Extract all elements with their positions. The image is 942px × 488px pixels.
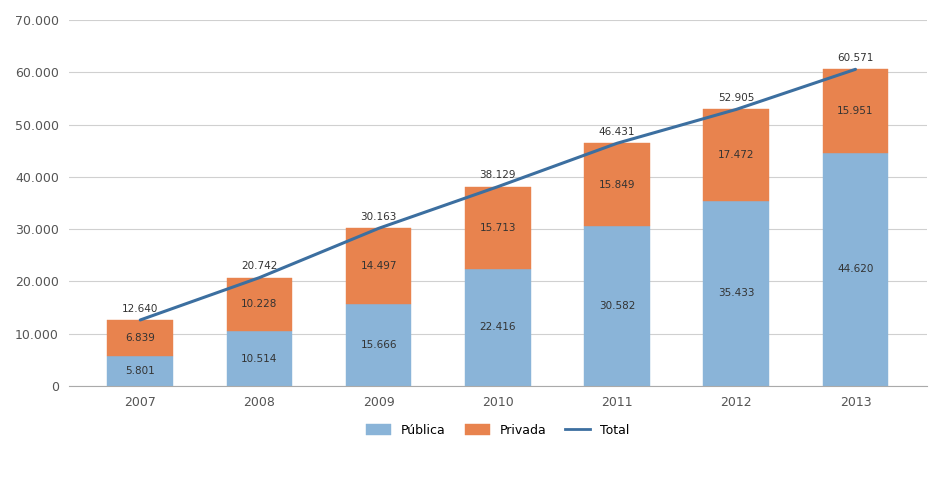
- Text: 10.514: 10.514: [241, 354, 278, 364]
- Bar: [227, 278, 292, 331]
- Bar: [822, 69, 888, 153]
- Text: 20.742: 20.742: [241, 262, 278, 271]
- Text: 44.620: 44.620: [837, 264, 873, 274]
- Bar: [465, 187, 530, 269]
- Legend: Pública, Privada, Total: Pública, Privada, Total: [361, 419, 635, 442]
- Text: 5.801: 5.801: [125, 366, 155, 376]
- Bar: [584, 226, 650, 386]
- Text: 46.431: 46.431: [599, 127, 635, 137]
- Bar: [822, 153, 888, 386]
- Bar: [704, 201, 769, 386]
- Text: 15.713: 15.713: [479, 223, 516, 233]
- Bar: [346, 304, 412, 386]
- Bar: [346, 228, 412, 304]
- Text: 6.839: 6.839: [125, 333, 155, 343]
- Text: 15.951: 15.951: [837, 106, 874, 116]
- Text: 12.640: 12.640: [122, 304, 158, 314]
- Text: 15.849: 15.849: [599, 180, 635, 190]
- Bar: [584, 143, 650, 226]
- Text: 22.416: 22.416: [479, 323, 516, 332]
- Bar: [107, 320, 173, 356]
- Text: 30.582: 30.582: [599, 301, 635, 311]
- Text: 14.497: 14.497: [361, 261, 397, 271]
- Bar: [465, 269, 530, 386]
- Bar: [107, 356, 173, 386]
- Text: 35.433: 35.433: [718, 288, 755, 299]
- Text: 38.129: 38.129: [479, 170, 516, 181]
- Text: 30.163: 30.163: [361, 212, 397, 222]
- Bar: [227, 331, 292, 386]
- Text: 15.666: 15.666: [361, 340, 397, 350]
- Text: 60.571: 60.571: [837, 53, 873, 63]
- Text: 17.472: 17.472: [718, 150, 755, 160]
- Text: 52.905: 52.905: [718, 93, 755, 103]
- Text: 10.228: 10.228: [241, 299, 278, 309]
- Bar: [704, 109, 769, 201]
